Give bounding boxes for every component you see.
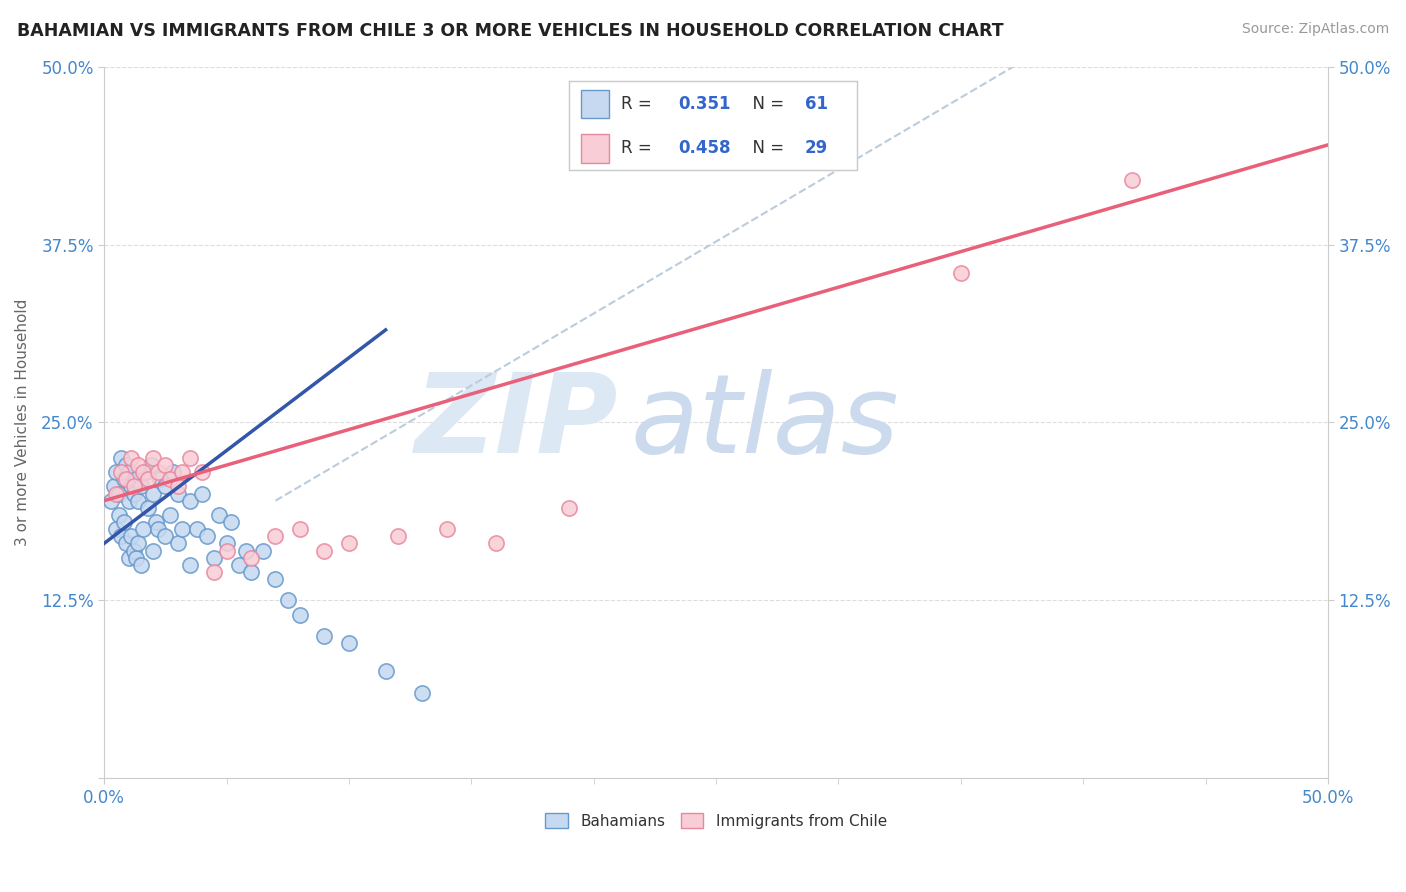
Point: [288, 522, 311, 536]
Point: [139, 458, 162, 472]
Point: [117, 465, 139, 479]
Point: [136, 472, 159, 486]
Point: [172, 465, 194, 479]
Point: [149, 472, 172, 486]
Point: [240, 550, 263, 565]
Point: [127, 458, 149, 472]
Point: [179, 558, 201, 572]
Point: [127, 536, 149, 550]
Point: [159, 508, 181, 522]
Point: [485, 536, 508, 550]
Point: [127, 493, 149, 508]
Point: [155, 529, 177, 543]
Point: [172, 522, 194, 536]
Text: atlas: atlas: [630, 369, 898, 476]
Point: [337, 536, 360, 550]
Point: [122, 486, 145, 500]
Point: [117, 493, 139, 508]
Point: [166, 486, 188, 500]
Point: [215, 536, 238, 550]
Point: [110, 465, 132, 479]
Point: [145, 515, 167, 529]
Point: [122, 543, 145, 558]
Point: [314, 629, 336, 643]
Point: [125, 550, 148, 565]
Point: [105, 486, 128, 500]
Point: [108, 508, 131, 522]
Point: [105, 522, 128, 536]
Point: [120, 450, 142, 465]
Point: [115, 472, 138, 486]
Point: [202, 550, 225, 565]
Point: [115, 458, 138, 472]
Point: [142, 450, 165, 465]
Point: [235, 543, 257, 558]
Point: [1121, 173, 1143, 187]
Point: [155, 479, 177, 493]
Point: [387, 529, 409, 543]
Text: Source: ZipAtlas.com: Source: ZipAtlas.com: [1241, 22, 1389, 37]
Point: [100, 493, 122, 508]
Point: [186, 522, 208, 536]
Point: [136, 500, 159, 515]
Text: ZIP: ZIP: [415, 369, 619, 476]
Point: [120, 479, 142, 493]
Point: [112, 515, 135, 529]
Point: [108, 486, 131, 500]
Point: [264, 529, 287, 543]
Point: [337, 636, 360, 650]
Point: [179, 450, 201, 465]
Point: [117, 550, 139, 565]
Point: [202, 565, 225, 579]
Point: [142, 543, 165, 558]
Point: [115, 536, 138, 550]
Point: [436, 522, 458, 536]
Point: [129, 558, 152, 572]
Point: [129, 479, 152, 493]
Point: [166, 536, 188, 550]
Point: [110, 529, 132, 543]
Point: [162, 465, 184, 479]
Point: [191, 486, 214, 500]
Point: [122, 479, 145, 493]
Point: [191, 465, 214, 479]
Point: [208, 508, 231, 522]
Point: [240, 565, 263, 579]
Point: [120, 529, 142, 543]
Point: [125, 472, 148, 486]
Point: [288, 607, 311, 622]
Point: [228, 558, 250, 572]
Point: [252, 543, 274, 558]
Point: [132, 522, 155, 536]
Point: [103, 479, 125, 493]
Point: [277, 593, 299, 607]
Point: [221, 515, 243, 529]
Point: [110, 450, 132, 465]
Point: [374, 665, 396, 679]
Point: [146, 465, 169, 479]
Point: [159, 472, 181, 486]
Point: [179, 493, 201, 508]
Point: [166, 479, 188, 493]
Point: [215, 543, 238, 558]
Point: [195, 529, 218, 543]
Y-axis label: 3 or more Vehicles in Household: 3 or more Vehicles in Household: [15, 299, 30, 546]
Point: [112, 472, 135, 486]
Point: [411, 686, 433, 700]
Point: [558, 500, 581, 515]
Point: [142, 486, 165, 500]
Point: [949, 266, 972, 280]
Point: [155, 458, 177, 472]
Point: [146, 522, 169, 536]
Point: [314, 543, 336, 558]
Point: [135, 465, 157, 479]
Point: [132, 465, 155, 479]
Legend: Bahamians, Immigrants from Chile: Bahamians, Immigrants from Chile: [538, 806, 893, 835]
Point: [264, 572, 287, 586]
Point: [105, 465, 128, 479]
Text: BAHAMIAN VS IMMIGRANTS FROM CHILE 3 OR MORE VEHICLES IN HOUSEHOLD CORRELATION CH: BAHAMIAN VS IMMIGRANTS FROM CHILE 3 OR M…: [17, 22, 1004, 40]
